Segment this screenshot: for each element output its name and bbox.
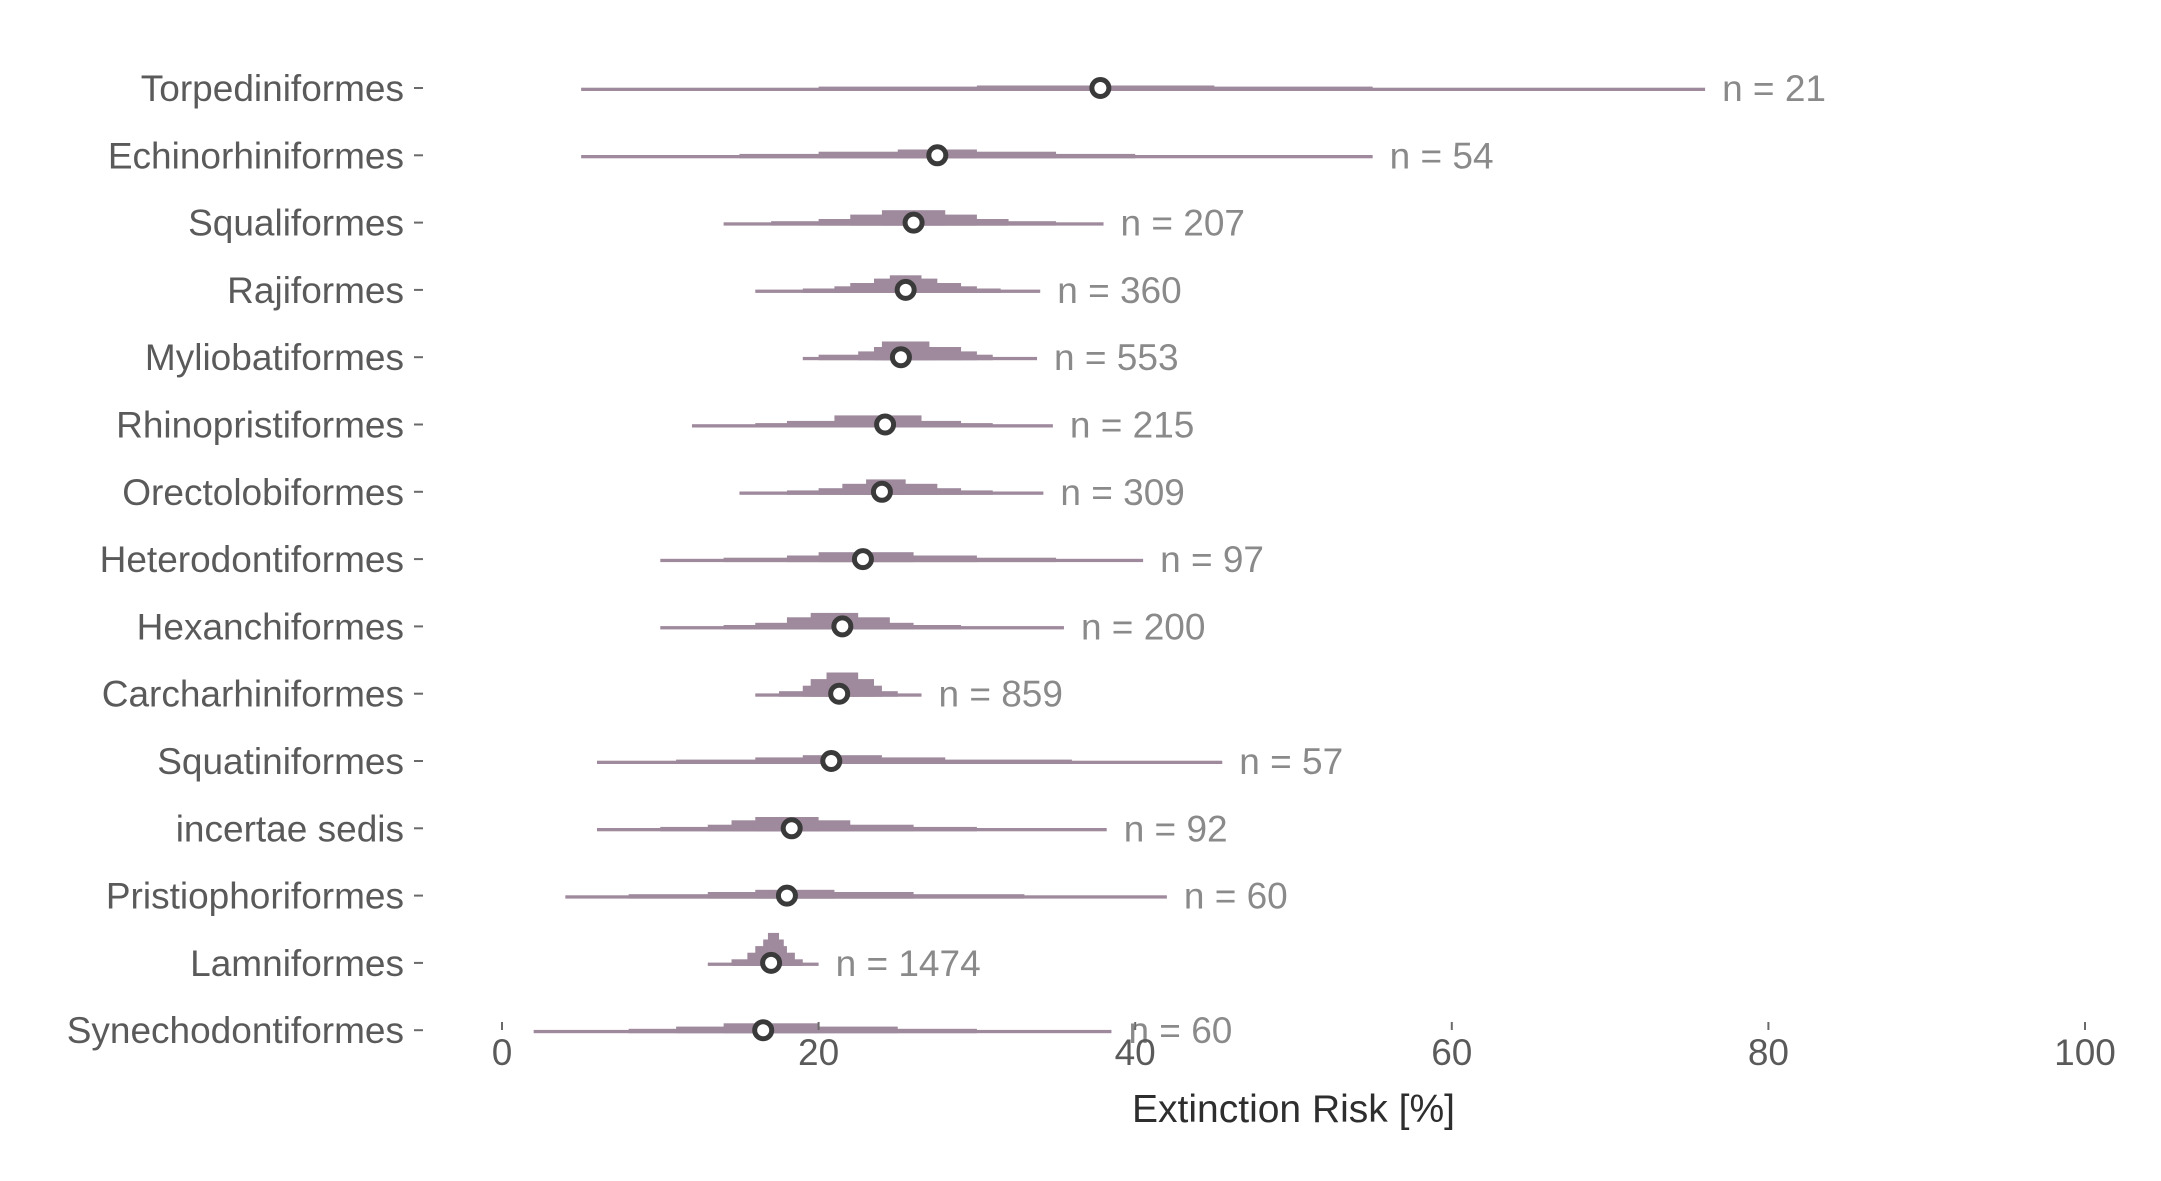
category-label: Lamniformes [190, 943, 404, 984]
n-label: n = 1474 [836, 943, 981, 984]
n-label: n = 92 [1124, 808, 1228, 849]
category-label: Rhinopristiformes [116, 405, 404, 446]
median-point [926, 144, 949, 167]
x-tick-label: 60 [1431, 1032, 1472, 1073]
row-rajiformes: Rajiformes n = 360 [227, 270, 1182, 311]
x-tick-label: 40 [1115, 1032, 1156, 1073]
x-tick-label: 0 [492, 1032, 513, 1073]
x-axis: 0 20 40 60 80 100 [492, 1022, 2116, 1073]
density-band [802, 755, 882, 764]
category-label: Pristiophoriformes [106, 876, 404, 917]
row-synechodontiformes: Synechodontiformes n = 60 [67, 1010, 1233, 1051]
median-point [870, 480, 893, 503]
category-label: Orectolobiformes [122, 472, 404, 513]
category-label: Squatiniformes [157, 741, 404, 782]
n-label: n = 21 [1722, 68, 1826, 109]
n-label: n = 859 [938, 674, 1062, 715]
median-point [752, 1019, 775, 1042]
category-label: Rajiformes [227, 270, 404, 311]
row-squatiniformes: Squatiniformes n = 57 [157, 741, 1343, 782]
category-label: Echinorhiniformes [108, 135, 404, 176]
n-label: n = 207 [1121, 203, 1245, 244]
row-hexanchiformes: Hexanchiformes n = 200 [137, 606, 1206, 647]
n-label: n = 215 [1070, 405, 1194, 446]
rows-layer: Torpediniformes n = 21 Echinorhiniformes n … [67, 68, 1826, 1051]
row-myliobatiformes: Myliobatiformes n = 553 [145, 337, 1179, 378]
category-label: Hexanchiformes [137, 606, 404, 647]
n-label: n = 60 [1184, 876, 1288, 917]
n-label: n = 360 [1057, 270, 1181, 311]
x-axis-title: Extinction Risk [%] [1132, 1088, 1455, 1131]
x-tick-label: 80 [1748, 1032, 1789, 1073]
median-point [820, 750, 843, 772]
median-point [775, 884, 798, 907]
x-tick-label: 20 [798, 1032, 839, 1073]
row-torpediniformes: Torpediniformes n = 21 [141, 68, 1826, 109]
n-label: n = 97 [1160, 539, 1264, 580]
n-label: n = 60 [1128, 1010, 1232, 1051]
category-label: Torpediniformes [141, 68, 404, 109]
row-pristiophoriformes: Pristiophoriformes n = 60 [106, 876, 1288, 917]
x-tick-label: 100 [2054, 1032, 2116, 1073]
row-incertae-sedis: incertae sedis n = 92 [176, 808, 1228, 849]
n-label: n = 553 [1054, 337, 1178, 378]
n-label: n = 54 [1390, 135, 1494, 176]
n-label: n = 57 [1239, 741, 1343, 782]
row-carcharhiniformes: Carcharhiniformes n = 859 [102, 672, 1063, 715]
row-heterodontiformes: Heterodontiformes n = 97 [100, 539, 1264, 580]
median-point [828, 682, 851, 705]
median-point [831, 615, 854, 638]
category-label: Carcharhiniformes [102, 674, 404, 715]
category-label: Myliobatiformes [145, 337, 404, 378]
median-point [874, 413, 897, 436]
n-label: n = 309 [1060, 472, 1184, 513]
median-point [889, 346, 912, 369]
category-label: Squaliformes [188, 203, 404, 244]
category-label: Heterodontiformes [100, 539, 404, 580]
median-point [760, 951, 783, 974]
category-label: incertae sedis [176, 808, 404, 849]
row-orectolobiformes: Orectolobiformes n = 309 [122, 472, 1185, 513]
row-squaliformes: Squaliformes n = 207 [188, 203, 1245, 244]
row-lamniformes: Lamniformes n = 1474 [190, 932, 981, 984]
n-label: n = 200 [1081, 606, 1205, 647]
row-echinorhiniformes: Echinorhiniformes n = 54 [108, 135, 1494, 176]
median-point [902, 211, 925, 234]
row-rhinopristiformes: Rhinopristiformes n = 215 [116, 405, 1194, 446]
median-point [851, 548, 874, 571]
median-point [1089, 77, 1112, 99]
category-label: Synechodontiformes [67, 1010, 404, 1051]
median-point [894, 278, 917, 301]
density-band [767, 932, 780, 966]
median-point [780, 817, 803, 840]
